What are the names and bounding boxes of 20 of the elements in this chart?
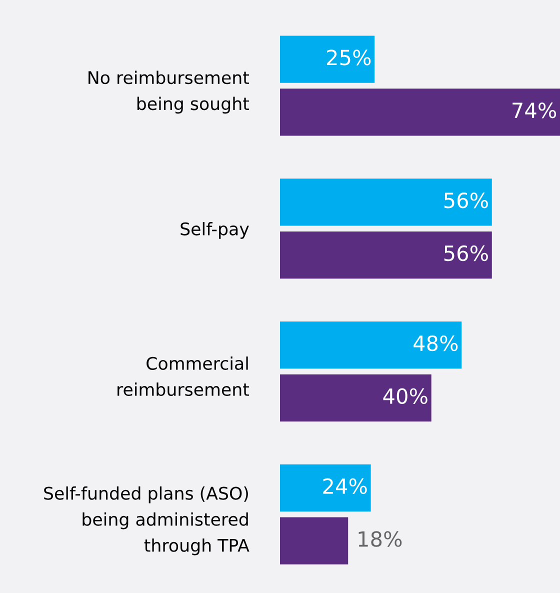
bar bbox=[280, 231, 492, 279]
bar bbox=[280, 322, 462, 369]
data-label: 56% bbox=[444, 192, 488, 208]
data-label: 24% bbox=[323, 478, 367, 494]
data-label: 40% bbox=[383, 388, 428, 404]
bar bbox=[280, 464, 371, 512]
data-label: 56% bbox=[444, 245, 488, 262]
y-tick-label: Self-funded plans (ASO) being administered through TPA bbox=[44, 486, 250, 556]
y-tick-label: Self-pay bbox=[180, 222, 249, 239]
data-label: 74% bbox=[512, 102, 556, 118]
bar bbox=[280, 178, 492, 226]
data-label: 48% bbox=[414, 335, 458, 352]
bar bbox=[280, 374, 432, 422]
y-tick-label: Commercial reimbursement bbox=[118, 356, 250, 396]
bar bbox=[280, 88, 560, 136]
bar bbox=[280, 517, 348, 564]
data-label: 18% bbox=[358, 531, 402, 547]
bar bbox=[280, 36, 375, 83]
y-tick-label: No reimbursement being sought bbox=[88, 70, 250, 114]
data-label: 25% bbox=[327, 50, 371, 66]
